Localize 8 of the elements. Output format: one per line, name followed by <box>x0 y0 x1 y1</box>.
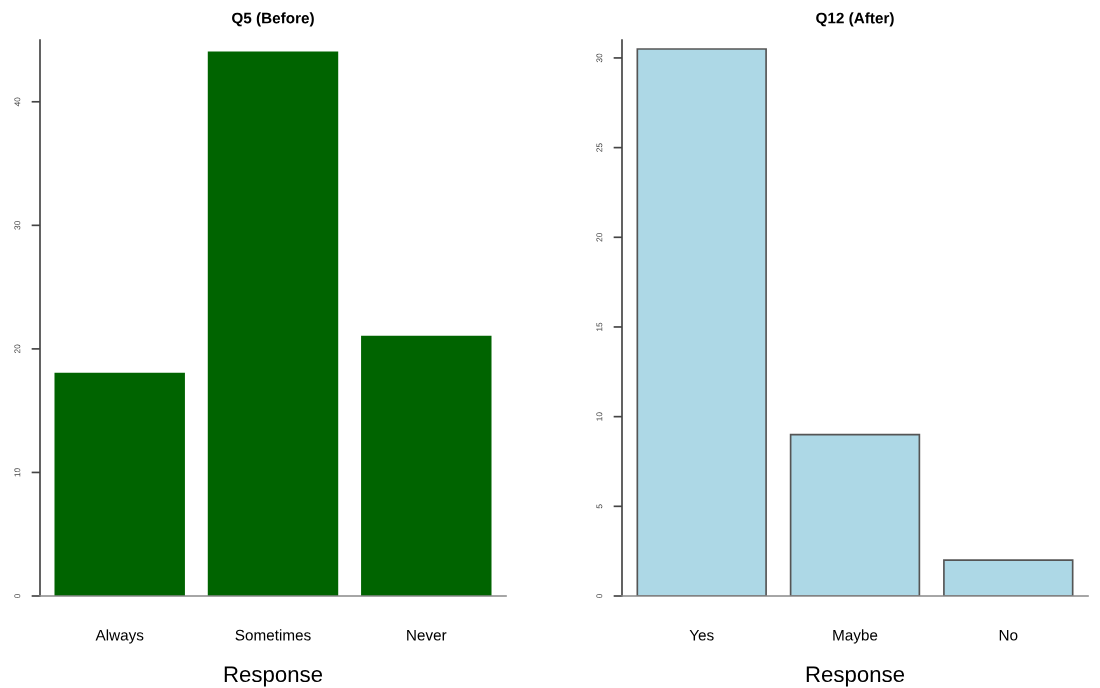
bar <box>943 559 1074 596</box>
x-axis-title: Response <box>224 666 323 687</box>
bar <box>789 433 921 596</box>
x-axis-title: Response <box>806 666 905 687</box>
bar <box>361 335 492 596</box>
bar <box>54 372 185 596</box>
bar <box>207 51 339 596</box>
bar <box>636 48 767 596</box>
